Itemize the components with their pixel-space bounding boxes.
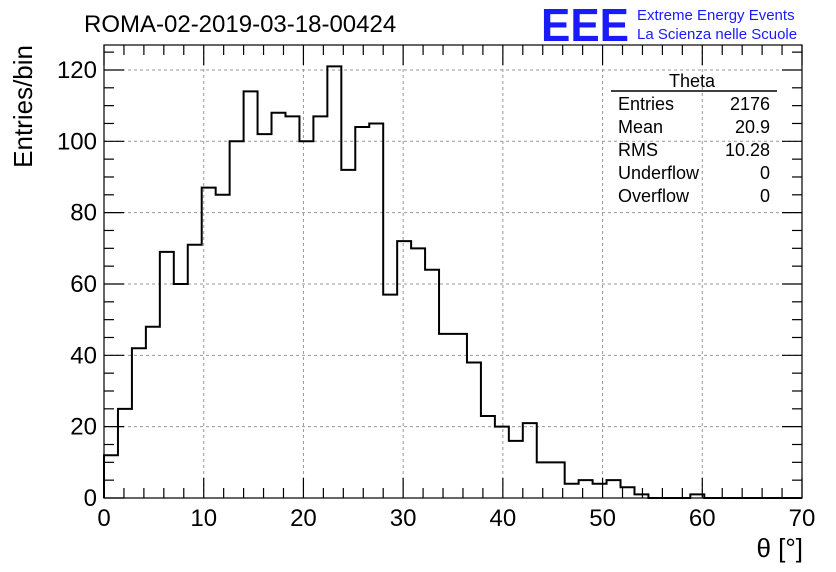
x-tick-label: 20: [290, 505, 317, 532]
axis-ticks: [103, 45, 803, 499]
chart-title: ROMA-02-2019-03-18-00424: [84, 11, 396, 38]
logo-line2: La Scienza nelle Scuole: [637, 26, 797, 43]
plot-frame: [103, 44, 803, 499]
y-tick-label: 100: [57, 128, 97, 155]
stats-row-label: Overflow: [618, 186, 690, 206]
stats-row-value: 20.9: [735, 117, 770, 137]
y-tick-label: 40: [70, 342, 97, 369]
y-axis-label: Entries/bin: [8, 45, 38, 168]
x-tick-label: 70: [789, 505, 816, 532]
logo-line1: Extreme Energy Events: [637, 7, 795, 24]
stats-row-value: 0: [760, 186, 770, 206]
x-tick-label: 10: [190, 505, 217, 532]
stats-box: Theta Entries 2176 Mean 20.9 RMS 10.28 Underfl…: [611, 71, 777, 206]
stats-row-value: 2176: [730, 94, 770, 114]
x-tick-label: 0: [97, 505, 110, 532]
y-tick-label: 80: [70, 200, 97, 227]
y-tick-label: 0: [84, 485, 97, 512]
histogram-series: [103, 65, 802, 499]
stats-row-label: Underflow: [618, 163, 700, 183]
y-tick-label: 60: [70, 271, 97, 298]
x-tick-labels: 0 10 20 30 40 50 60 70: [97, 505, 815, 532]
y-tick-labels: 0 20 40 60 80 100 120: [57, 57, 97, 512]
stats-row-label: RMS: [618, 140, 658, 160]
eee-logo: EEE Extreme Energy Events La Scienza nel…: [541, 0, 797, 51]
y-tick-label: 20: [70, 414, 97, 441]
stats-row-label: Mean: [618, 117, 663, 137]
stats-title: Theta: [669, 71, 716, 91]
logo-mark: EEE: [541, 0, 629, 51]
x-tick-label: 60: [689, 505, 716, 532]
stats-rows: Entries 2176 Mean 20.9 RMS 10.28 Underflow 0 Ove…: [618, 94, 770, 206]
stats-row-value: 10.28: [725, 140, 770, 160]
stats-row-label: Entries: [618, 94, 674, 114]
x-tick-label: 30: [390, 505, 417, 532]
x-tick-label: 50: [589, 505, 616, 532]
y-tick-label: 120: [57, 57, 97, 84]
x-tick-label: 40: [490, 505, 517, 532]
x-axis-label: θ [°]: [756, 533, 803, 563]
stats-row-value: 0: [760, 163, 770, 183]
grid: [104, 45, 802, 498]
